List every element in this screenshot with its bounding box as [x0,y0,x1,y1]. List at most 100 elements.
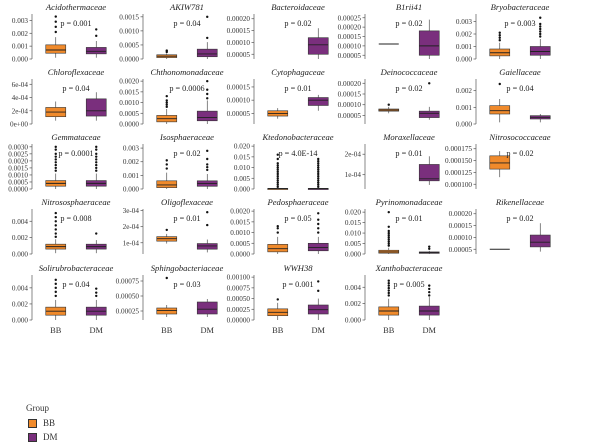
panel-title: Solirubrobacteraceae [39,263,114,273]
panel-akiw781: AKIW781 0.0000 0.0005 0.0010 0.0015 p = 0.04 [119,2,218,64]
outlier-point [54,286,57,290]
outlier-point [428,82,431,85]
outlier-point [539,30,542,33]
panel-title: Gemmataceae [51,132,100,142]
outlier-point [276,185,279,189]
outlier-point [95,294,98,298]
y-tick-label: 0.000100 [445,181,472,189]
box-dm [85,47,107,55]
panel-title: Chloroflexaceae [48,67,105,77]
y-tick-label: 0.002 [456,31,473,39]
outlier-point [206,15,209,19]
panel-title: Bacteroidaceae [271,2,325,12]
y-tick-label: 0.0015 [8,164,28,172]
y-tick-label: 0.00020 [338,80,362,88]
y-tick-label: 1e-04 [123,239,140,247]
legend-swatch-bb [28,418,37,428]
outlier-point [317,168,320,171]
outlier-point [317,177,320,180]
p-value: p = 0.02 [173,149,200,158]
box-dm [196,48,218,58]
p-value: p = 0.02 [506,149,533,158]
y-tick-label: 0.00000 [227,317,251,325]
p-value: p = 4.0E-14 [279,149,318,158]
y-tick-label: 0.0020 [119,78,139,86]
panel-title: Chthonomonadaceae [150,67,223,77]
panel-solirubrobacteraceae: Solirubrobacteraceae 0.000 0.002 0.004 p = 0… [12,263,114,335]
outlier-point [54,163,57,167]
p-value: p = 0.001 [60,19,91,28]
y-tick-label: 0.000 [456,121,473,129]
panel-title: Pedosphaeraceae [266,197,328,207]
panel-title: Nitrososphaeraceae [41,197,111,207]
outlier-point [206,92,209,96]
outlier-point [387,289,390,292]
outlier-point [95,287,98,290]
outlier-point [206,157,209,161]
p-value: p = 0.01 [395,214,422,223]
outlier-point [498,36,501,39]
outlier-point [54,169,57,172]
outlier-point [317,280,320,283]
y-tick-label: 0.0000 [8,186,28,194]
x-category-label: BB [272,326,284,335]
y-tick-label: 0.002 [12,30,29,38]
outlier-point [276,298,279,301]
y-tick-label: 0.0015 [119,88,139,96]
panel-title: Deinococcaceae [380,67,438,77]
outlier-point [54,155,57,158]
panel-title: Ktedonobacteraceae [261,132,333,142]
y-tick-label: 0.000150 [445,157,472,165]
outlier-point [387,291,390,295]
outlier-point [387,233,390,237]
outlier-point [54,158,57,161]
y-tick-label: 0.000 [123,186,140,194]
outlier-point [165,276,168,280]
panel-cytophagaceae: Cytophagaceae 0.00005 0.00010 0.00015 p = 0.… [227,67,329,124]
outlier-point [206,36,209,40]
p-value: p = 0.01 [395,149,422,158]
box-dm [307,37,329,55]
outlier-point [276,183,279,186]
y-tick-label: 0.001 [123,172,140,180]
y-tick-label: 0.015 [345,219,362,227]
outlier-point [387,231,390,235]
outlier-point [387,103,390,106]
outlier-point [95,166,98,170]
outlier-point [317,227,320,230]
outlier-point [276,177,279,180]
legend-item-dm: DM [28,430,58,444]
y-tick-label: 0.002 [456,87,473,95]
outlier-point [317,185,320,189]
legend-item-bb: BB [28,416,58,430]
legend-label-bb: BB [43,418,56,428]
y-tick-label: 0.0010 [8,171,28,179]
outlier-point [276,179,279,182]
y-tick-label: 0.000 [456,56,473,64]
outlier-point [317,218,320,221]
outlier-point [54,215,57,219]
y-tick-label: 0.002 [12,300,29,308]
y-tick-label: 0.00005 [338,52,362,60]
outlier-point [428,290,431,294]
y-tick-label: 0.00015 [227,83,251,91]
legend-label-dm: DM [43,432,58,442]
outlier-point [54,25,57,29]
panel-moraxellaceae: Moraxellaceae 1e-04 2e-04 p = 0.01 [345,132,440,189]
panel-title: AKIW781 [169,2,204,12]
p-value: p = 0.02 [506,214,533,223]
outlier-point [206,168,209,172]
panel-title: Acidothermaceae [45,2,106,12]
y-tick-label: 0.00010 [449,234,473,242]
outlier-point [95,34,98,38]
p-value: p = 0.05 [284,214,311,223]
y-tick-label: 0.003 [123,145,140,153]
outlier-point [276,164,279,167]
outlier-point [54,235,57,239]
outlier-point [206,79,209,83]
y-tick-label: 0.0015 [230,218,250,226]
outlier-point [276,174,279,178]
outlier-point [498,31,501,34]
outlier-point [387,284,390,287]
y-tick-label: 0.010 [345,230,362,238]
